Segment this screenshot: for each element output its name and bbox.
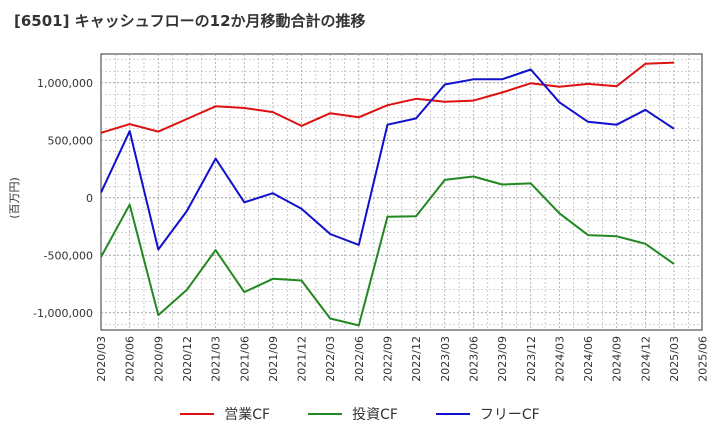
x-tick-label: 2021/03	[210, 336, 223, 382]
x-tick-label: 2022/09	[382, 336, 395, 382]
x-tick-label: 2021/09	[267, 336, 280, 382]
x-tick-label: 2023/06	[467, 336, 480, 382]
x-axis-ticks: 2020/03 2020/06 2020/09 2020/12 2021/03 2021/…	[95, 336, 710, 382]
legend: 営業CF 投資CF フリーCF	[0, 404, 720, 424]
y-tick-label: 500,000	[48, 134, 94, 147]
chart-title: [6501] キャッシュフローの12か月移動合計の推移	[14, 12, 366, 30]
y-tick-label: -1,000,000	[33, 307, 93, 320]
legend-item-operating-cf: 営業CF	[180, 404, 270, 424]
x-tick-label: 2021/12	[296, 336, 309, 382]
series-lines	[100, 61, 675, 327]
x-tick-label: 2024/03	[553, 336, 566, 382]
x-tick-label: 2024/09	[611, 336, 624, 382]
x-tick-label: 2020/06	[124, 336, 137, 382]
x-tick-label: 2023/09	[496, 336, 509, 382]
x-tick-label: 2021/06	[238, 336, 251, 382]
y-axis-label: (百万円)	[8, 177, 21, 219]
series-line-operating-cf	[100, 61, 675, 134]
x-tick-label: 2022/06	[353, 336, 366, 382]
x-tick-label: 2020/12	[181, 336, 194, 382]
y-axis-ticks: 1,000,000 500,000 0 -500,000 -1,000,000	[33, 77, 93, 320]
legend-item-free-cf: フリーCF	[435, 404, 540, 424]
x-tick-label: 2023/03	[439, 336, 452, 382]
y-tick-label: 1,000,000	[37, 77, 93, 90]
x-tick-label: 2023/12	[525, 336, 538, 382]
legend-swatch	[308, 413, 343, 415]
y-tick-label: -500,000	[44, 249, 93, 262]
legend-label: 営業CF	[224, 407, 271, 423]
legend-label: フリーCF	[479, 407, 540, 423]
line-chart: 1,000,000 500,000 0 -500,000 -1,000,000 2020…	[8, 53, 710, 382]
y-tick-label: 0	[86, 192, 93, 205]
x-tick-label: 2022/03	[324, 336, 337, 382]
x-tick-label: 2024/06	[582, 336, 595, 382]
legend-label: 投資CF	[352, 407, 398, 423]
legend-swatch	[180, 413, 215, 415]
legend-item-investing-cf: 投資CF	[308, 404, 398, 424]
x-tick-label: 2020/09	[152, 336, 165, 382]
legend-swatch	[435, 413, 470, 415]
plot-area	[100, 53, 703, 331]
x-tick-label: 2025/06	[697, 336, 710, 382]
x-tick-label: 2024/12	[639, 336, 652, 382]
x-tick-label: 2022/12	[410, 336, 423, 382]
x-tick-label: 2025/03	[668, 336, 681, 382]
x-tick-label: 2020/03	[95, 336, 108, 382]
gridlines	[101, 54, 702, 330]
series-line-free-cf	[100, 68, 675, 251]
series-line-investing-cf	[100, 175, 675, 327]
